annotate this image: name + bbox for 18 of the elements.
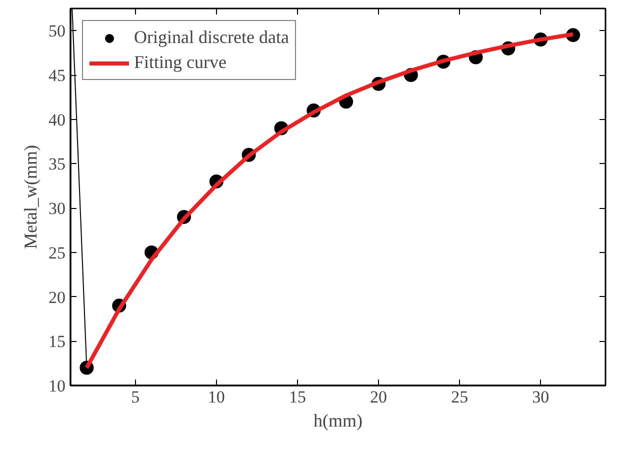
- y-tick-label: 15: [48, 332, 66, 352]
- y-tick-label: 40: [48, 110, 66, 130]
- y-tick-label: 25: [48, 243, 66, 262]
- x-axis-title: h(mm): [314, 410, 363, 430]
- x-tick-label: 10: [208, 388, 225, 406]
- x-tick-label: 5: [131, 388, 140, 406]
- y-axis-title: Metal_w(mm): [20, 145, 40, 249]
- y-tick-label: 45: [48, 66, 66, 86]
- y-tick-label: 35: [48, 154, 66, 174]
- y-tick-label: 50: [48, 22, 66, 41]
- x-tick-label: 30: [532, 388, 550, 406]
- y-tick-label: 20: [48, 288, 66, 307]
- x-tick-label: 15: [288, 388, 306, 406]
- legend-label: Original discrete data: [134, 27, 289, 48]
- y-tick-label: 30: [48, 199, 66, 218]
- x-tick-label: 25: [451, 388, 468, 406]
- legend-label: Fitting curve: [134, 52, 226, 73]
- x-tick-label: 20: [370, 388, 388, 406]
